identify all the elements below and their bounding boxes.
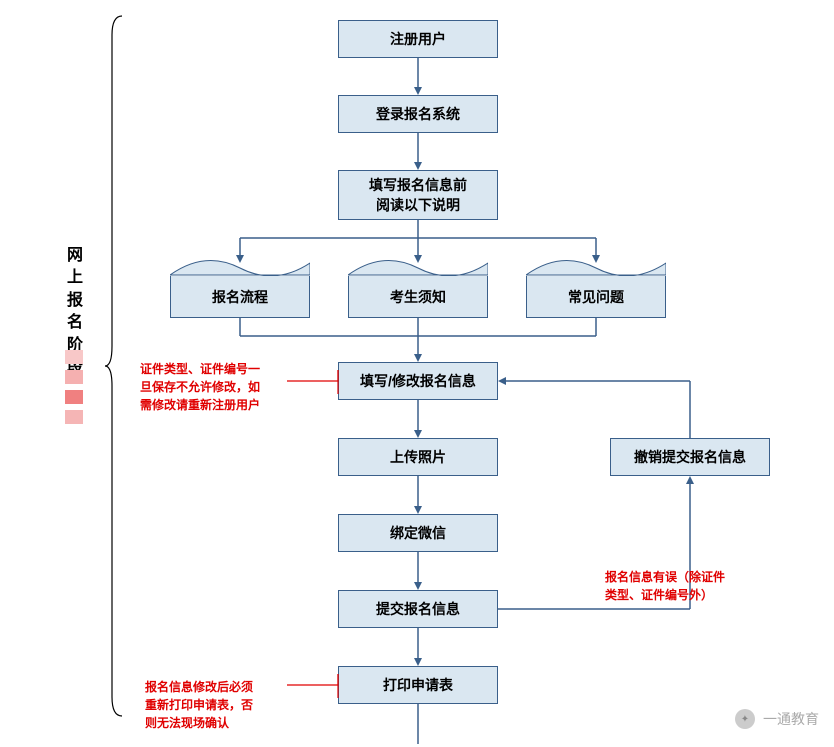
note-bracket <box>285 368 340 398</box>
note-line: 报名信息有误（除证件 <box>605 568 765 586</box>
node-login: 登录报名系统 <box>338 95 498 133</box>
node-bind-wechat: 绑定微信 <box>338 514 498 552</box>
note-line: 证件类型、证件编号一 <box>140 360 290 378</box>
note-line: 类型、证件编号外） <box>605 586 765 604</box>
note-line: 报名信息修改后必须 <box>145 678 290 696</box>
node-fill-info: 填写/修改报名信息 <box>338 362 498 400</box>
node-text-line: 阅读以下说明 <box>369 195 467 215</box>
note-line: 旦保存不允许修改，如 <box>140 378 290 396</box>
arrow-merge <box>170 318 670 364</box>
arrow-down <box>413 400 423 438</box>
note-line: 则无法现场确认 <box>145 714 290 732</box>
arrow-down <box>413 552 423 590</box>
censor-block <box>65 370 83 384</box>
arrow-down <box>413 628 423 666</box>
doc-label: 常见问题 <box>526 276 666 318</box>
node-text-line: 填写报名信息前 <box>369 175 467 195</box>
censor-block <box>65 390 83 404</box>
phase-label-char: 报 <box>65 290 85 312</box>
node-register: 注册用户 <box>338 20 498 58</box>
arrow-down-partial <box>413 704 423 744</box>
node-upload-photo: 上传照片 <box>338 438 498 476</box>
note-error: 报名信息有误（除证件 类型、证件编号外） <box>605 568 765 604</box>
left-curly-brace <box>105 15 123 717</box>
node-print: 打印申请表 <box>338 666 498 704</box>
arrow-branch <box>170 220 670 270</box>
note-line: 重新打印申请表，否 <box>145 696 290 714</box>
node-submit: 提交报名信息 <box>338 590 498 628</box>
wechat-icon: ✦ <box>735 709 755 729</box>
node-read-instructions: 填写报名信息前 阅读以下说明 <box>338 170 498 220</box>
arrow-down <box>413 58 423 95</box>
watermark-text: 一通教育 <box>763 709 819 729</box>
phase-label-char: 网 <box>65 245 85 267</box>
note-line: 需修改请重新注册用户 <box>140 396 290 414</box>
phase-label-char: 名 <box>65 312 85 334</box>
note-id-lock: 证件类型、证件编号一 旦保存不允许修改，如 需修改请重新注册用户 <box>140 360 290 414</box>
doc-label: 考生须知 <box>348 276 488 318</box>
arrow-down <box>413 133 423 170</box>
censor-block <box>65 410 83 424</box>
watermark: ✦ 一通教育 <box>735 709 819 729</box>
doc-label: 报名流程 <box>170 276 310 318</box>
note-reprint: 报名信息修改后必须 重新打印申请表，否 则无法现场确认 <box>145 678 290 732</box>
arrow-down <box>413 476 423 514</box>
note-bracket <box>285 672 340 702</box>
phase-label-char: 上 <box>65 267 85 289</box>
censor-block <box>65 350 83 364</box>
